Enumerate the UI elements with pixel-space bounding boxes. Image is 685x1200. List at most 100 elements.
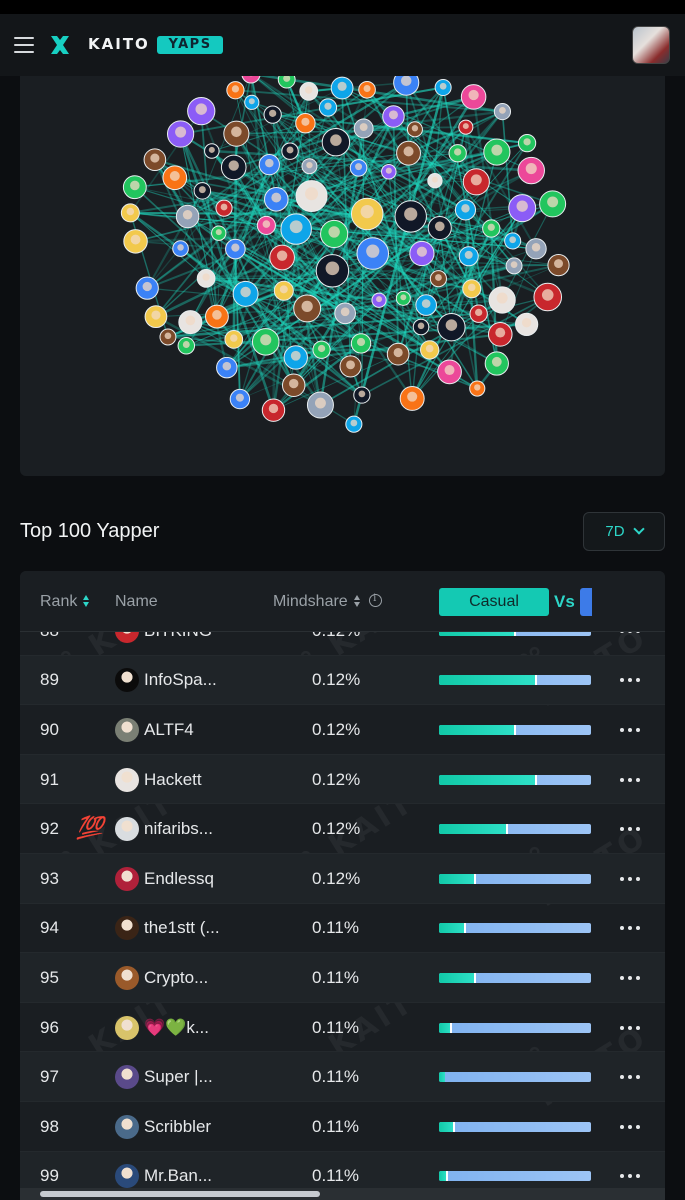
username-cell[interactable]: Scribbler xyxy=(144,1116,212,1136)
period-dropdown[interactable]: 7D xyxy=(583,512,665,551)
casual-vs-pro-bar xyxy=(439,1171,591,1182)
avatar-face xyxy=(283,74,291,82)
more-options-icon[interactable] xyxy=(620,825,642,833)
table-row[interactable]: 91 Hackett 0.12% xyxy=(20,754,665,805)
username-cell[interactable]: Hackett xyxy=(144,769,202,789)
more-options-icon[interactable] xyxy=(620,1172,642,1180)
casual-vs-pro-bar xyxy=(439,1022,591,1033)
table-row[interactable]: 93 Endlessq 0.12% xyxy=(20,854,665,904)
table-row[interactable]: 89 InfoSpa... 0.12% xyxy=(20,655,665,706)
graph-nodes[interactable] xyxy=(120,64,570,433)
more-options-icon[interactable] xyxy=(620,875,642,883)
table-row[interactable]: 90 ALTF4 0.12% xyxy=(20,705,665,755)
network-graph-canvas[interactable] xyxy=(20,60,665,476)
graph-edge xyxy=(187,88,368,218)
graph-edge xyxy=(402,264,515,300)
username-cell[interactable]: Crypto... xyxy=(144,967,209,987)
avatar-face xyxy=(202,273,210,281)
user-avatar[interactable] xyxy=(115,668,139,693)
avatar-face xyxy=(454,148,462,156)
avatar-face xyxy=(356,337,366,347)
graph-edge xyxy=(211,122,306,152)
graph-edge xyxy=(216,225,267,317)
avatar-face xyxy=(461,204,470,213)
avatar-face xyxy=(350,419,358,427)
username-cell[interactable]: Super |... xyxy=(144,1067,213,1087)
username-cell[interactable]: 💗💚k... xyxy=(144,1017,210,1037)
info-icon[interactable] xyxy=(368,593,382,607)
user-avatar[interactable] xyxy=(115,1114,139,1139)
more-options-icon[interactable] xyxy=(620,676,642,684)
user-avatar[interactable] xyxy=(115,965,139,990)
username-cell[interactable]: ALTF4 xyxy=(144,719,194,739)
table-row[interactable]: 95 Crypto... 0.11% xyxy=(20,953,665,1003)
user-avatar[interactable] xyxy=(632,26,670,64)
username-cell[interactable]: nifaribs... xyxy=(144,819,213,839)
scrollbar-thumb[interactable] xyxy=(40,1191,320,1197)
user-avatar[interactable] xyxy=(115,817,139,842)
table-row[interactable]: 92 💯 nifaribs... 0.12% xyxy=(20,804,665,854)
table-row[interactable]: 94 the1stt (... 0.11% xyxy=(20,904,665,954)
rank-cell: 89 xyxy=(40,670,59,690)
row-divider xyxy=(20,1150,665,1152)
username-cell[interactable]: the1stt (... xyxy=(144,918,220,938)
pro-toggle-button[interactable] xyxy=(580,588,592,616)
casual-toggle-button[interactable]: Casual xyxy=(439,588,549,616)
username-cell[interactable]: InfoSpa... xyxy=(144,670,217,690)
mindshare-column-header[interactable]: Mindshare xyxy=(273,593,382,611)
user-avatar[interactable] xyxy=(115,916,139,941)
user-avatar[interactable] xyxy=(115,1015,139,1040)
user-avatar[interactable] xyxy=(115,1065,139,1090)
mindshare-network-graph[interactable] xyxy=(20,60,665,476)
graph-edge xyxy=(215,164,271,317)
table-row[interactable]: 96 💗💚k... 0.11% xyxy=(20,1003,665,1053)
table-row[interactable]: 98 Scribbler 0.11% xyxy=(20,1102,665,1152)
avatar-face xyxy=(475,308,483,317)
avatar-face xyxy=(393,347,403,358)
user-avatar[interactable] xyxy=(115,866,139,891)
table-row[interactable]: 97 Super |... 0.11% xyxy=(20,1052,665,1102)
row-divider xyxy=(20,704,665,706)
more-options-icon[interactable] xyxy=(620,924,642,932)
graph-edge xyxy=(393,95,474,118)
logo-badge[interactable]: YAPS xyxy=(157,36,223,54)
avatar-face xyxy=(470,174,482,186)
rank-column-header[interactable]: Rank xyxy=(40,593,90,611)
more-options-icon[interactable] xyxy=(620,1024,642,1032)
avatar-face xyxy=(235,393,244,402)
share-marker xyxy=(474,972,477,983)
avatar-face xyxy=(301,300,313,313)
graph-edge xyxy=(146,90,310,289)
avatar-face xyxy=(516,200,528,212)
avatar-face xyxy=(305,86,313,94)
casual-share-fill xyxy=(439,1072,445,1083)
casual-vs-pro-bar xyxy=(439,1072,591,1083)
top-header: KAITO YAPS xyxy=(0,0,685,76)
hamburger-menu-icon[interactable] xyxy=(14,37,34,53)
graph-edge xyxy=(335,81,407,143)
user-avatar[interactable] xyxy=(115,1164,139,1189)
casual-share-fill xyxy=(439,972,476,983)
more-options-icon[interactable] xyxy=(620,1073,642,1081)
avatar-face xyxy=(151,310,161,320)
horizontal-scrollbar[interactable] xyxy=(20,1188,665,1200)
share-marker xyxy=(535,774,538,785)
username-cell[interactable]: Endlessq xyxy=(144,868,214,888)
sort-icon[interactable] xyxy=(83,595,90,607)
avatar-face xyxy=(360,204,374,219)
kaito-logo-icon[interactable] xyxy=(49,34,71,56)
graph-edge xyxy=(464,209,479,389)
more-options-icon[interactable] xyxy=(620,1123,642,1131)
share-marker xyxy=(514,724,516,735)
user-avatar[interactable] xyxy=(115,767,139,792)
row-divider xyxy=(20,902,665,904)
more-options-icon[interactable] xyxy=(620,776,642,784)
logo-text[interactable]: KAITO xyxy=(88,35,150,53)
avatar-face xyxy=(288,378,299,389)
more-options-icon[interactable] xyxy=(620,974,642,982)
graph-edge xyxy=(218,232,431,351)
more-options-icon[interactable] xyxy=(620,726,642,734)
username-cell[interactable]: Mr.Ban... xyxy=(144,1166,213,1186)
user-avatar[interactable] xyxy=(115,717,139,742)
sort-icon[interactable] xyxy=(353,595,361,607)
